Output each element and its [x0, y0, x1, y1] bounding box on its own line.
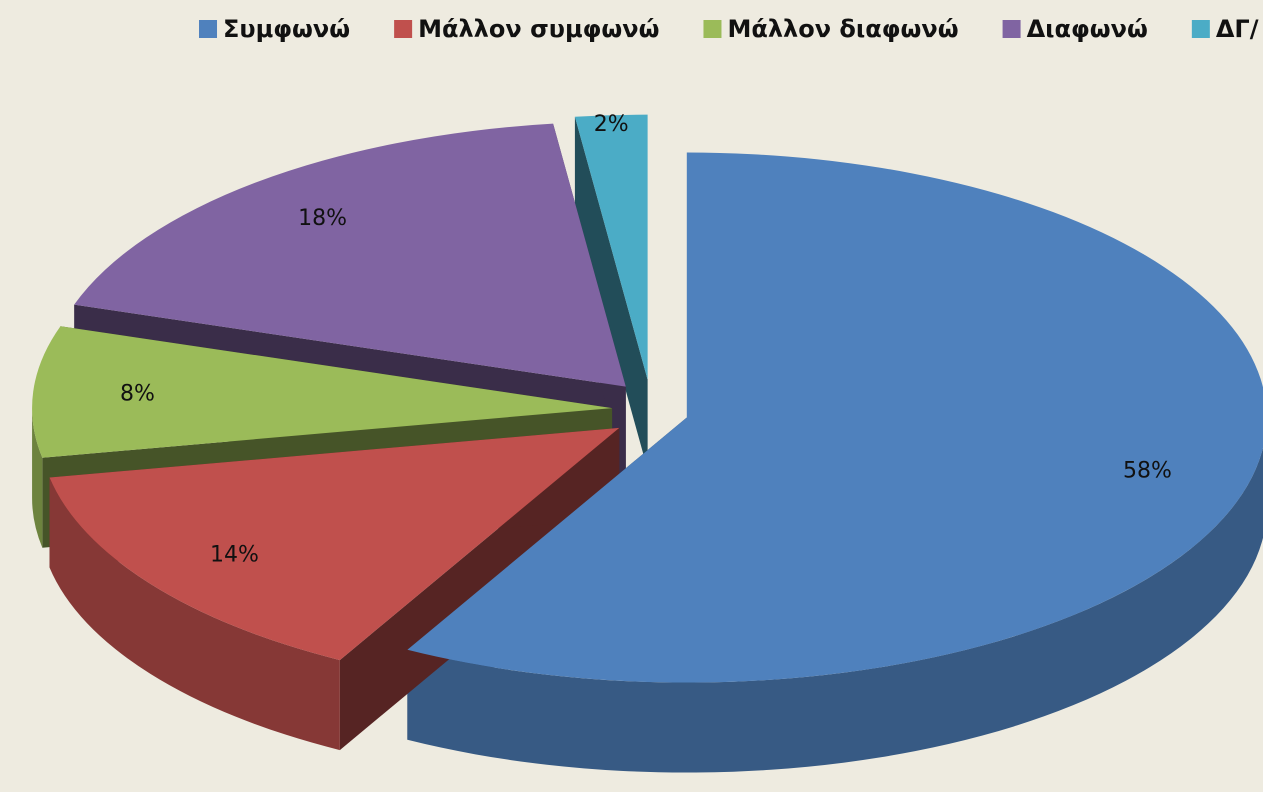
legend-swatch: [199, 20, 218, 38]
legend-swatch: [703, 20, 722, 38]
legend-swatch: [1002, 20, 1021, 38]
data-label: 14%: [210, 543, 259, 568]
data-label: 8%: [120, 381, 155, 406]
legend-item: Μάλλον συμφωνώ: [394, 15, 659, 43]
legend: Συμφωνώ Μάλλον συμφωνώ Μάλλον διαφωνώ Διαφω…: [199, 15, 1263, 43]
data-label: 58%: [1123, 459, 1172, 484]
legend-label: Συμφωνώ: [223, 15, 350, 43]
pie-slice: [49, 427, 620, 661]
legend-swatch: [394, 20, 413, 38]
pie-slice: [574, 114, 648, 380]
data-label: 18%: [298, 206, 347, 231]
slice-wall: [32, 408, 43, 548]
legend-label: Μάλλον διαφωνώ: [727, 15, 958, 43]
legend-item: Διαφωνώ: [1002, 15, 1148, 43]
legend-item: Μάλλον διαφωνώ: [703, 15, 959, 43]
slice-wall: [407, 447, 1263, 773]
legend-item: Συμφωνώ: [199, 15, 350, 43]
slice-side: [574, 116, 648, 470]
pie-slice: [74, 123, 626, 387]
data-label: 2%: [594, 112, 629, 137]
legend-swatch: [1191, 20, 1210, 38]
legend-item: ΔΓ/ ΔΑ: [1191, 15, 1263, 43]
legend-label: Μάλλον συμφωνώ: [418, 15, 659, 43]
pie-slice: [407, 152, 1263, 683]
legend-label: Διαφωνώ: [1027, 15, 1148, 43]
pie-slice: [32, 326, 613, 458]
slice-tops: [32, 114, 1263, 683]
slice-wall: [49, 477, 340, 751]
legend-label: ΔΓ/ ΔΑ: [1216, 15, 1263, 43]
